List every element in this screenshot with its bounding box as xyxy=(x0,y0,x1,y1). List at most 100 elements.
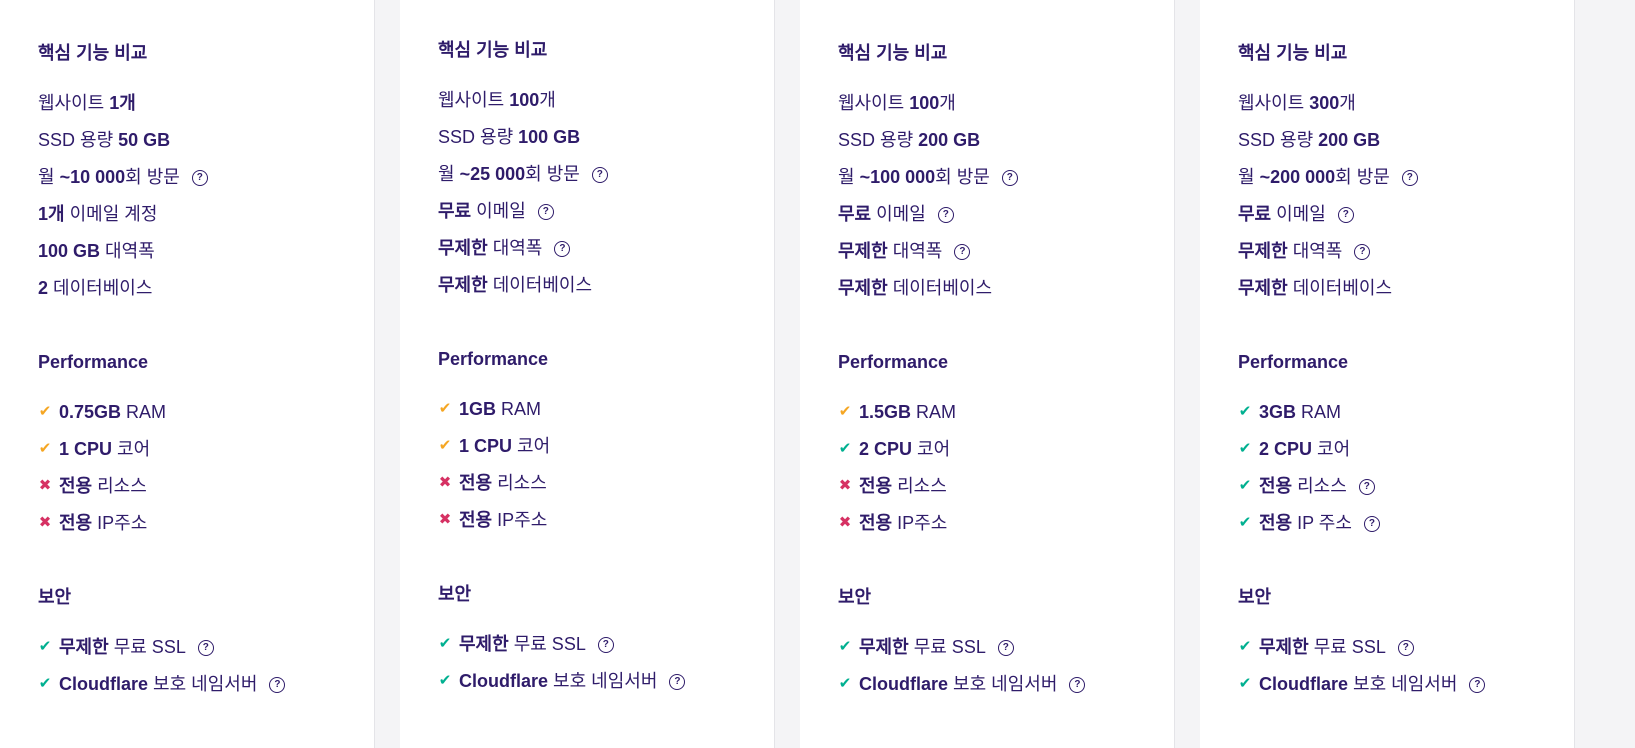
check-icon: ✔ xyxy=(438,635,452,652)
help-tooltip-icon[interactable]: ? xyxy=(1337,207,1354,223)
feature-text: RAM xyxy=(911,402,957,422)
feature-text: 보호 네임서버 xyxy=(948,674,1058,694)
feature-section: Performance ✔ 1GB RAM ✔ 1 CPU 코어 ✖ 전용 리소스 ✖ 전용 I… xyxy=(438,346,774,544)
help-tooltip-icon[interactable]: ? xyxy=(1069,677,1086,693)
feature-text: 300 xyxy=(1309,93,1340,113)
feature-text: 데이터베이스 xyxy=(487,275,593,295)
help-tooltip-icon[interactable]: ? xyxy=(197,640,214,656)
feature-text: 개 xyxy=(539,90,556,110)
help-tooltip-icon[interactable]: ? xyxy=(554,241,571,257)
plan-card: 핵심 기능 비교 웹사이트 100 개 SSD 용량 100 GB 월 ~25 000 회… xyxy=(400,0,775,748)
help-tooltip-icon[interactable]: ? xyxy=(597,637,614,653)
feature-text: ~200 000 xyxy=(1259,167,1336,187)
feature-text: 리소스 xyxy=(492,473,547,493)
feature-item: 2 데이터베이스 xyxy=(38,275,374,312)
cross-icon: ✖ xyxy=(438,511,452,528)
feature-item: 웹사이트 1개 xyxy=(38,90,374,127)
feature-item: 무료 이메일? xyxy=(438,198,774,235)
feature-item: 무제한 데이터베이스 xyxy=(1238,275,1574,312)
feature-item: 무료 이메일? xyxy=(838,201,1174,238)
check-icon: ✔ xyxy=(1238,440,1252,457)
feature-text: 무료 SSL xyxy=(1308,637,1386,657)
feature-text: IP주소 xyxy=(492,510,548,530)
plan-card: 핵심 기능 비교 웹사이트 100 개 SSD 용량 200 GB 월 ~100 000… xyxy=(800,0,1175,748)
help-tooltip-icon[interactable]: ? xyxy=(997,640,1014,656)
feature-text: 무제한 xyxy=(838,278,888,298)
help-tooltip-icon[interactable]: ? xyxy=(1354,244,1371,260)
feature-text: 대역폭 xyxy=(487,238,543,258)
help-tooltip-icon[interactable]: ? xyxy=(537,204,554,220)
feature-text: 무료 xyxy=(1238,204,1272,224)
check-icon: ✔ xyxy=(438,437,452,454)
feature-text: 1GB xyxy=(459,399,497,419)
feature-text: 100 GB xyxy=(518,127,581,147)
feature-item: SSD 용량 200 GB xyxy=(838,127,1174,164)
feature-text: 1 CPU xyxy=(59,439,113,459)
feature-item: ✔ 전용 리소스? xyxy=(1238,473,1574,510)
help-tooltip-icon[interactable]: ? xyxy=(1358,479,1375,495)
feature-text: 무제한 xyxy=(838,241,888,261)
feature-item: ✔ Cloudflare 보호 네임서버? xyxy=(838,671,1174,708)
feature-text: 100 xyxy=(509,90,540,110)
feature-text: 무제한 xyxy=(438,275,488,295)
feature-text: 1개 xyxy=(109,93,136,113)
feature-text: 회 방문 xyxy=(525,164,580,184)
help-tooltip-icon[interactable]: ? xyxy=(1469,677,1486,693)
feature-text: 2 xyxy=(38,278,49,298)
feature-text: IP주소 xyxy=(92,513,148,533)
help-tooltip-icon[interactable]: ? xyxy=(191,170,208,186)
check-icon: ✔ xyxy=(38,440,52,457)
feature-text: 월 xyxy=(838,167,860,187)
check-icon: ✔ xyxy=(1238,514,1252,531)
feature-text: 200 GB xyxy=(918,130,981,150)
check-icon: ✔ xyxy=(1238,477,1252,494)
feature-text: Cloudflare xyxy=(859,674,949,694)
check-icon: ✔ xyxy=(838,638,852,655)
help-tooltip-icon[interactable]: ? xyxy=(937,207,954,223)
feature-item: 무제한 대역폭? xyxy=(1238,238,1574,275)
feature-text: 1 CPU xyxy=(459,436,513,456)
feature-text: 보호 네임서버 xyxy=(1348,674,1458,694)
feature-item: SSD 용량 200 GB xyxy=(1238,127,1574,164)
feature-item: ✔ Cloudflare 보호 네임서버? xyxy=(1238,671,1574,708)
feature-item: ✔ 0.75GB RAM xyxy=(38,399,374,436)
feature-text: SSD 용량 xyxy=(38,130,119,150)
section-title: 핵심 기능 비교 xyxy=(1238,43,1348,63)
help-tooltip-icon[interactable]: ? xyxy=(669,674,686,690)
help-tooltip-icon[interactable]: ? xyxy=(1401,170,1418,186)
feature-text: ~10 000 xyxy=(59,167,126,187)
feature-text: Cloudflare xyxy=(1259,674,1349,694)
feature-text: 리소스 xyxy=(92,476,147,496)
feature-text: 무료 SSL xyxy=(908,637,986,657)
feature-section: 보안 ✔ 무제한 무료 SSL? ✔ Cloudflare 보호 네임서버? xyxy=(838,584,1174,708)
feature-text: 웹사이트 xyxy=(1238,93,1310,113)
feature-text: IP 주소 xyxy=(1292,513,1352,533)
feature-item: ✖ 전용 리소스 xyxy=(38,473,374,510)
feature-item: SSD 용량 100 GB xyxy=(438,124,774,161)
feature-text: 무제한 xyxy=(859,637,909,657)
feature-text: 월 xyxy=(1238,167,1260,187)
feature-item: ✔ 2 CPU 코어 xyxy=(1238,436,1574,473)
feature-text: 웹사이트 xyxy=(38,93,110,113)
feature-text: 1개 xyxy=(38,204,65,224)
check-icon: ✔ xyxy=(438,400,452,417)
feature-item: ✖ 전용 리소스 xyxy=(838,473,1174,510)
check-icon: ✔ xyxy=(1238,638,1252,655)
feature-text: 전용 xyxy=(59,513,93,533)
help-tooltip-icon[interactable]: ? xyxy=(269,677,286,693)
help-tooltip-icon[interactable]: ? xyxy=(954,244,971,260)
help-tooltip-icon[interactable]: ? xyxy=(1001,170,1018,186)
feature-item: ✔ 1GB RAM xyxy=(438,396,774,433)
feature-text: 보호 네임서버 xyxy=(548,671,658,691)
help-tooltip-icon[interactable]: ? xyxy=(1397,640,1414,656)
feature-text: RAM xyxy=(121,402,167,422)
feature-text: 월 xyxy=(438,164,460,184)
feature-text: 웹사이트 xyxy=(438,90,510,110)
feature-section: 보안 ✔ 무제한 무료 SSL? ✔ Cloudflare 보호 네임서버? xyxy=(38,584,374,708)
section-title: 보안 xyxy=(1238,587,1272,607)
help-tooltip-icon[interactable]: ? xyxy=(591,167,608,183)
feature-text: ~100 000 xyxy=(859,167,936,187)
help-tooltip-icon[interactable]: ? xyxy=(1363,516,1380,532)
feature-section: 핵심 기능 비교 웹사이트 1개 SSD 용량 50 GB 월 ~10 000 회 방문… xyxy=(38,40,374,312)
feature-text: 리소스 xyxy=(1292,476,1347,496)
